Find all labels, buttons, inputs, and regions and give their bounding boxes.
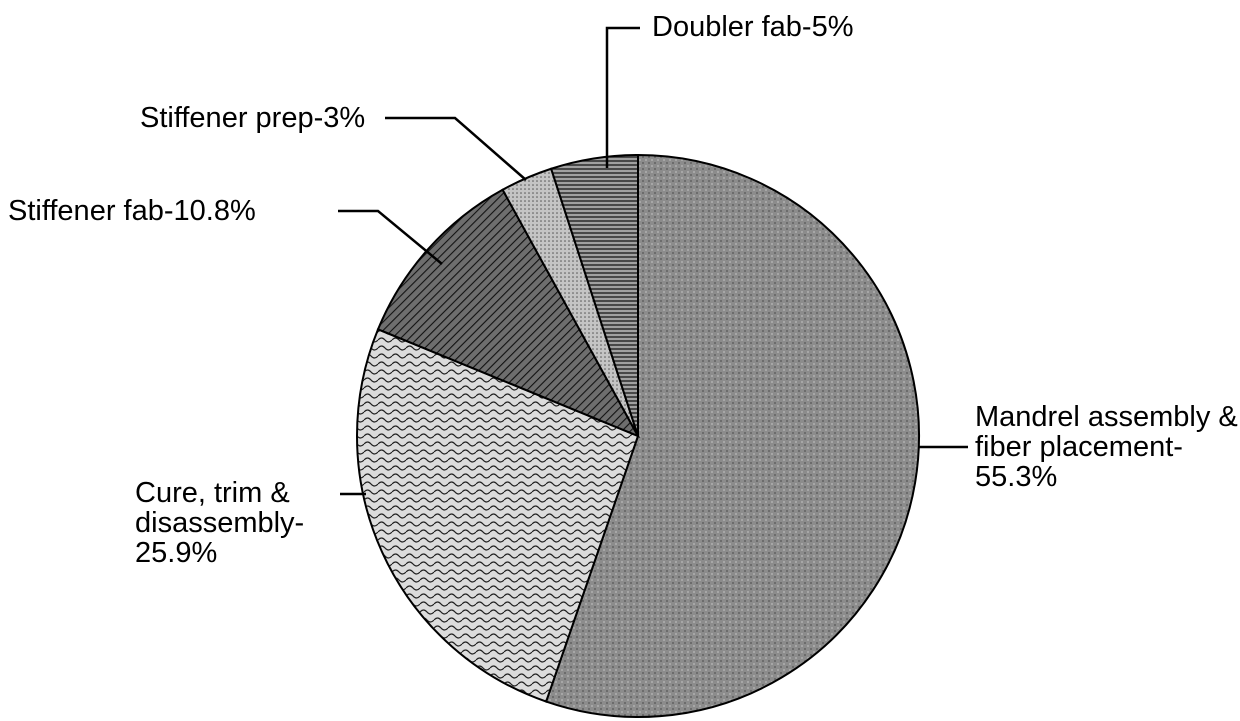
category-label: Mandrel assembly & fiber placement- xyxy=(975,401,1238,463)
pie xyxy=(356,153,920,718)
slice-label: Mandrel assembly & fiber placement-55.3% xyxy=(975,402,1240,492)
pie-slice xyxy=(549,153,639,437)
leader-line xyxy=(338,209,443,265)
slice-label: Stiffener prep-3% xyxy=(140,103,365,133)
slice-label: Stiffener fab-10.8% xyxy=(8,196,256,226)
value-label: 25.9% xyxy=(135,537,218,569)
value-label: 10.8% xyxy=(173,195,256,227)
slice-label: Doubler fab-5% xyxy=(652,12,854,42)
leader-line xyxy=(605,26,640,168)
slice-label: Cure, trim & disassembly-25.9% xyxy=(135,478,320,568)
category-label: Doubler fab- xyxy=(652,11,812,43)
pie-slice xyxy=(376,188,641,439)
value-label: 3% xyxy=(323,102,366,134)
value-label: 55.3% xyxy=(975,461,1058,493)
pie-slice xyxy=(356,327,640,703)
category-label: Stiffener fab- xyxy=(8,195,174,227)
pie-slice xyxy=(544,153,920,718)
category-label: Cure, trim & disassembly- xyxy=(135,477,305,539)
value-label: 5% xyxy=(811,11,854,43)
leader-line xyxy=(385,116,527,181)
category-label: Stiffener prep- xyxy=(140,102,324,134)
